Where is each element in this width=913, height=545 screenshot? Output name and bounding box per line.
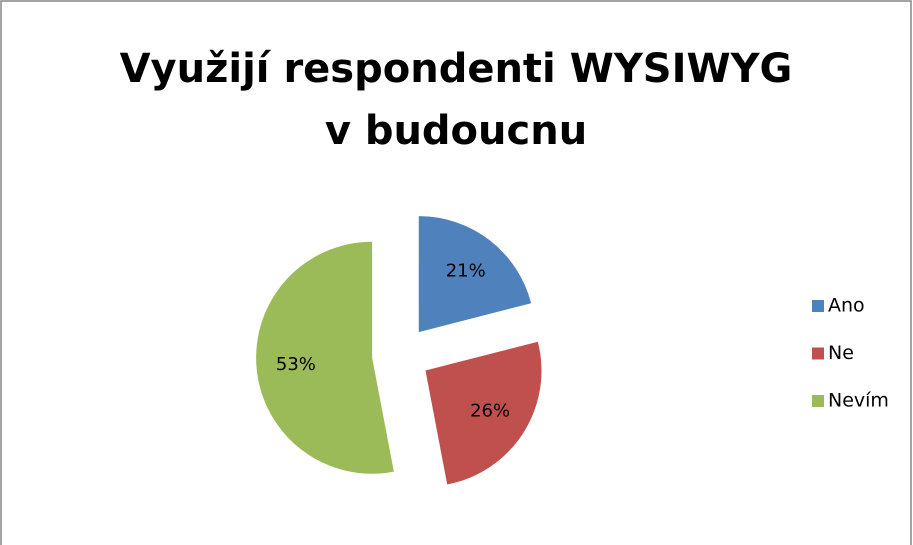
data-label: 26%: [470, 401, 510, 422]
pie-slice: [425, 341, 542, 485]
pie-slice: [256, 241, 394, 474]
data-label: 53%: [276, 354, 316, 375]
legend-label: Ano: [828, 295, 865, 317]
legend-label: Ne: [828, 342, 854, 364]
chart-title: Využijí respondenti WYSIWYG v budoucnu: [119, 46, 793, 154]
legend-swatch: [812, 300, 824, 312]
pie-slice: [418, 216, 532, 333]
data-label: 21%: [446, 261, 486, 282]
legend-swatch: [812, 395, 824, 407]
legend-label: Nevím: [828, 390, 889, 412]
legend-swatch: [812, 347, 824, 360]
